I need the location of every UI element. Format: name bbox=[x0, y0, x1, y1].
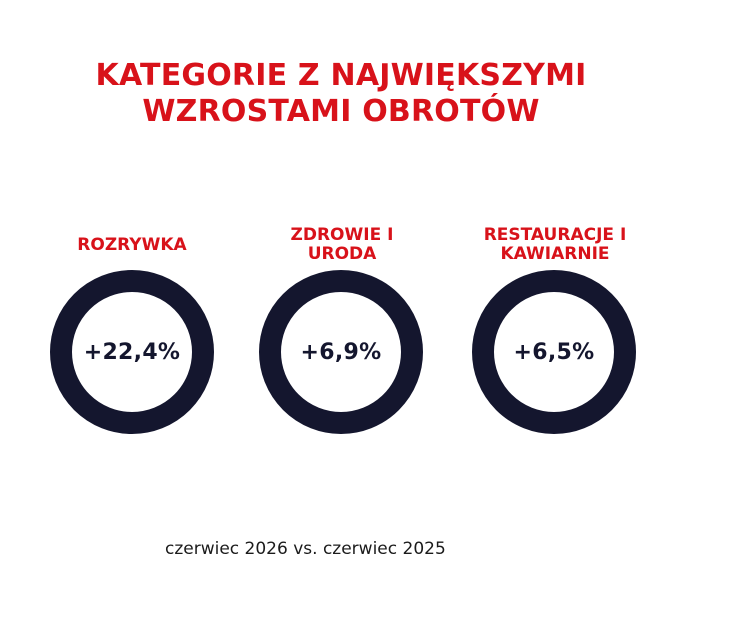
ring-value-rozrywka: +22,4% bbox=[83, 339, 181, 365]
comparison-period-footnote: czerwiec 2026 vs. czerwiec 2025 bbox=[165, 539, 446, 559]
category-label-line-1: ROZRYWKA bbox=[77, 235, 187, 255]
category-label-restauracje-i-kawiarnie: RESTAURACJE I KAWIARNIE bbox=[450, 226, 660, 264]
category-label-line-1: RESTAURACJE I bbox=[483, 225, 627, 245]
category-label-zdrowie-i-uroda: ZDROWIE I URODA bbox=[237, 226, 447, 264]
category-label-line-2: URODA bbox=[307, 244, 377, 264]
page-title-line-1: KATEGORIE Z NAJWIĘKSZYMI bbox=[95, 58, 587, 93]
category-label-line-2: KAWIARNIE bbox=[500, 244, 610, 264]
page-title-line-2: WZROSTAMI OBROTÓW bbox=[142, 94, 540, 129]
page-title: KATEGORIE Z NAJWIĘKSZYMI WZROSTAMI OBROT… bbox=[0, 58, 682, 130]
ring-value-restauracje-i-kawiarnie: +6,5% bbox=[513, 339, 595, 365]
ring-chart-restauracje-i-kawiarnie: +6,5% bbox=[472, 270, 636, 434]
ring-value-zdrowie-i-uroda: +6,9% bbox=[300, 339, 382, 365]
category-label-rozrywka: ROZRYWKA bbox=[27, 236, 237, 255]
category-label-line-1: ZDROWIE I bbox=[290, 225, 394, 245]
ring-chart-zdrowie-i-uroda: +6,9% bbox=[259, 270, 423, 434]
ring-chart-rozrywka: +22,4% bbox=[50, 270, 214, 434]
